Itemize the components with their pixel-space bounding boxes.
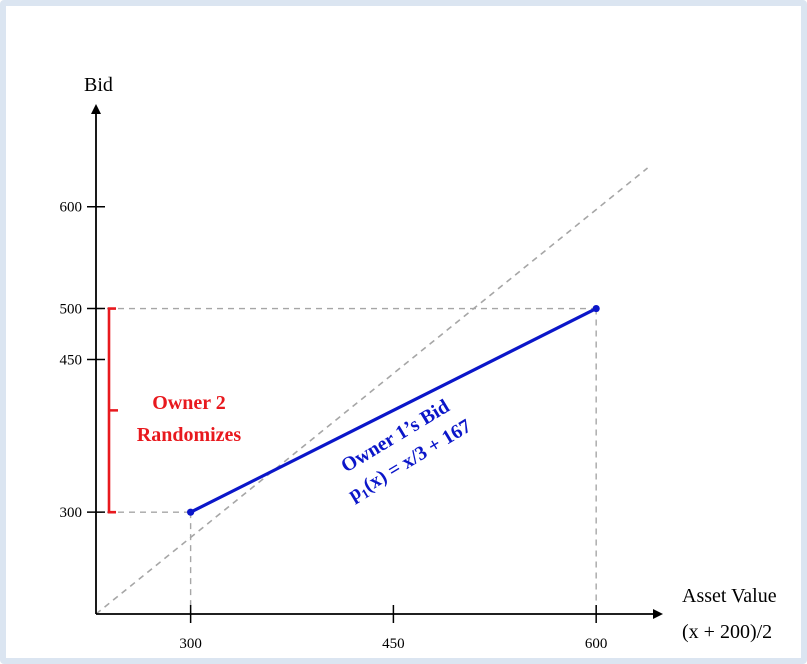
bracket-label-line1: Owner 2 — [152, 392, 226, 414]
series-line-owner1 — [189, 307, 597, 514]
x-axis-title-line2: (x + 200)/2 — [682, 621, 772, 643]
randomization-bracket — [107, 307, 118, 514]
y-tick-label: 450 — [60, 352, 83, 368]
y-axis-title: Bid — [84, 74, 113, 96]
y-tick-label: 600 — [60, 200, 83, 216]
series-layer — [187, 304, 600, 516]
y-tick-label: 300 — [60, 505, 83, 521]
axis-ticks: 300 450 600 300 450 500 600 — [60, 200, 608, 652]
x-tick-label: 600 — [585, 636, 608, 652]
x-axis-title-line1: Asset Value — [682, 585, 777, 607]
reference-line — [95, 167, 649, 615]
series-point — [592, 304, 600, 313]
y-tick-label: 500 — [60, 302, 83, 318]
x-tick-label: 450 — [382, 636, 405, 652]
x-tick-label: 300 — [179, 636, 202, 652]
axes — [91, 104, 663, 619]
bracket-label-line2: Randomizes — [137, 424, 242, 446]
bracket-layer — [107, 307, 118, 514]
series-point — [187, 508, 195, 516]
